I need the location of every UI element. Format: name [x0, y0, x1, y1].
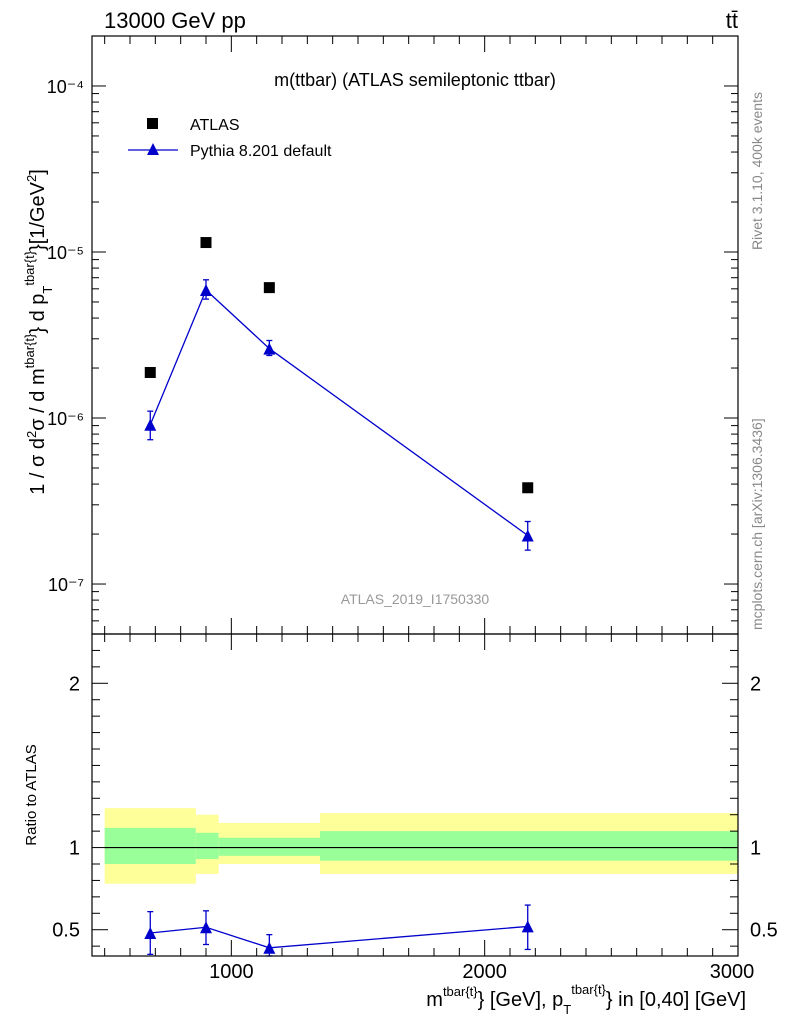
ratio-data-point: [144, 927, 157, 939]
ratio-y-tick-label: 1: [69, 838, 80, 860]
x-tick-label: 3000: [710, 961, 755, 983]
atlas-data-point: [200, 237, 212, 249]
ratio-y-tick-label-right: 0.5: [750, 920, 778, 942]
rivet-label: Rivet 3.1.10, 400k events: [749, 92, 765, 250]
main-axis-tick-labels: 10⁻⁷ 10⁻⁶ 10⁻⁵ 10⁻⁴: [47, 77, 84, 595]
ratio-data-marks: [144, 904, 534, 957]
ratio-axis-ticks: [92, 634, 739, 956]
pythia-series-line: [149, 288, 529, 537]
pythia-data-point: [263, 342, 276, 355]
plot-title: m(ttbar) (ATLAS semileptonic ttbar): [274, 70, 556, 90]
legend: ATLAS Pythia 8.201 default: [128, 117, 332, 160]
main-plot-frame: [91, 35, 739, 635]
ratio-y-tick-label-right: 1: [750, 838, 761, 860]
pythia-data-point: [200, 284, 212, 297]
ratio-inner-band: [195, 832, 219, 860]
legend-label-atlas: ATLAS: [190, 117, 240, 134]
main-axis-ticks: [92, 35, 739, 635]
atlas-data-point: [263, 282, 275, 294]
legend-marker-atlas: [147, 118, 158, 129]
ratio-axis-tick-labels: 0.5 0.5 1 1 2 2 1000 2000 3000: [52, 673, 778, 983]
ratio-y-tick-label: 0.5: [52, 920, 80, 942]
main-y-tick-label: 10⁻⁴: [47, 77, 84, 97]
ratio-inner-band: [104, 827, 196, 864]
mcplots-label: mcplots.cern.ch [arXiv:1306.3436]: [749, 418, 765, 630]
main-y-axis-label: 1 / σ d2σ / d mtbar{t}} d pTtbar{t}}[1/G…: [22, 169, 55, 495]
legend-marker-pythia: [147, 143, 159, 155]
beam-label: 13000 GeV pp: [104, 8, 246, 33]
ratio-plot-frame: [91, 633, 739, 957]
ratio-y-axis-label: Ratio to ATLAS: [23, 744, 40, 845]
ratio-data-point: [263, 941, 276, 954]
ratio-panel: 0.5 0.5 1 1 2 2 1000 2000 3000: [52, 633, 778, 983]
analysis-label: ATLAS_2019_I1750330: [341, 591, 490, 607]
ratio-y-tick-label: 2: [69, 673, 80, 695]
pythia-data-point: [521, 529, 534, 542]
x-tick-label: 1000: [209, 961, 254, 983]
ratio-data-point: [521, 920, 534, 933]
process-label: tt̄: [726, 8, 738, 33]
ratio-series-line: [150, 925, 528, 949]
ratio-y-tick-label-right: 2: [750, 673, 761, 695]
main-y-tick-label: 10⁻⁶: [47, 409, 84, 429]
main-y-tick-label: 10⁻⁵: [47, 243, 84, 263]
x-tick-label: 2000: [462, 961, 507, 983]
ratio-inner-band: [218, 837, 320, 856]
atlas-data-point: [144, 366, 156, 378]
ratio-data-point: [200, 921, 212, 934]
legend-label-pythia: Pythia 8.201 default: [190, 143, 332, 160]
ratio-inner-band: [320, 831, 738, 861]
pythia-data-point: [144, 418, 157, 431]
main-y-tick-label: 10⁻⁷: [48, 575, 84, 595]
main-data-marks: [144, 237, 534, 551]
ratio-uncertainty-bands: [104, 808, 738, 884]
atlas-data-point: [522, 482, 534, 494]
main-panel: 10⁻⁷ 10⁻⁶ 10⁻⁵ 10⁻⁴ m(ttbar) (ATLAS semilep…: [47, 35, 739, 635]
x-axis-label: mtbar{t}} [GeV], pTtbar{t}} in [0,40] [G…: [426, 982, 746, 1017]
